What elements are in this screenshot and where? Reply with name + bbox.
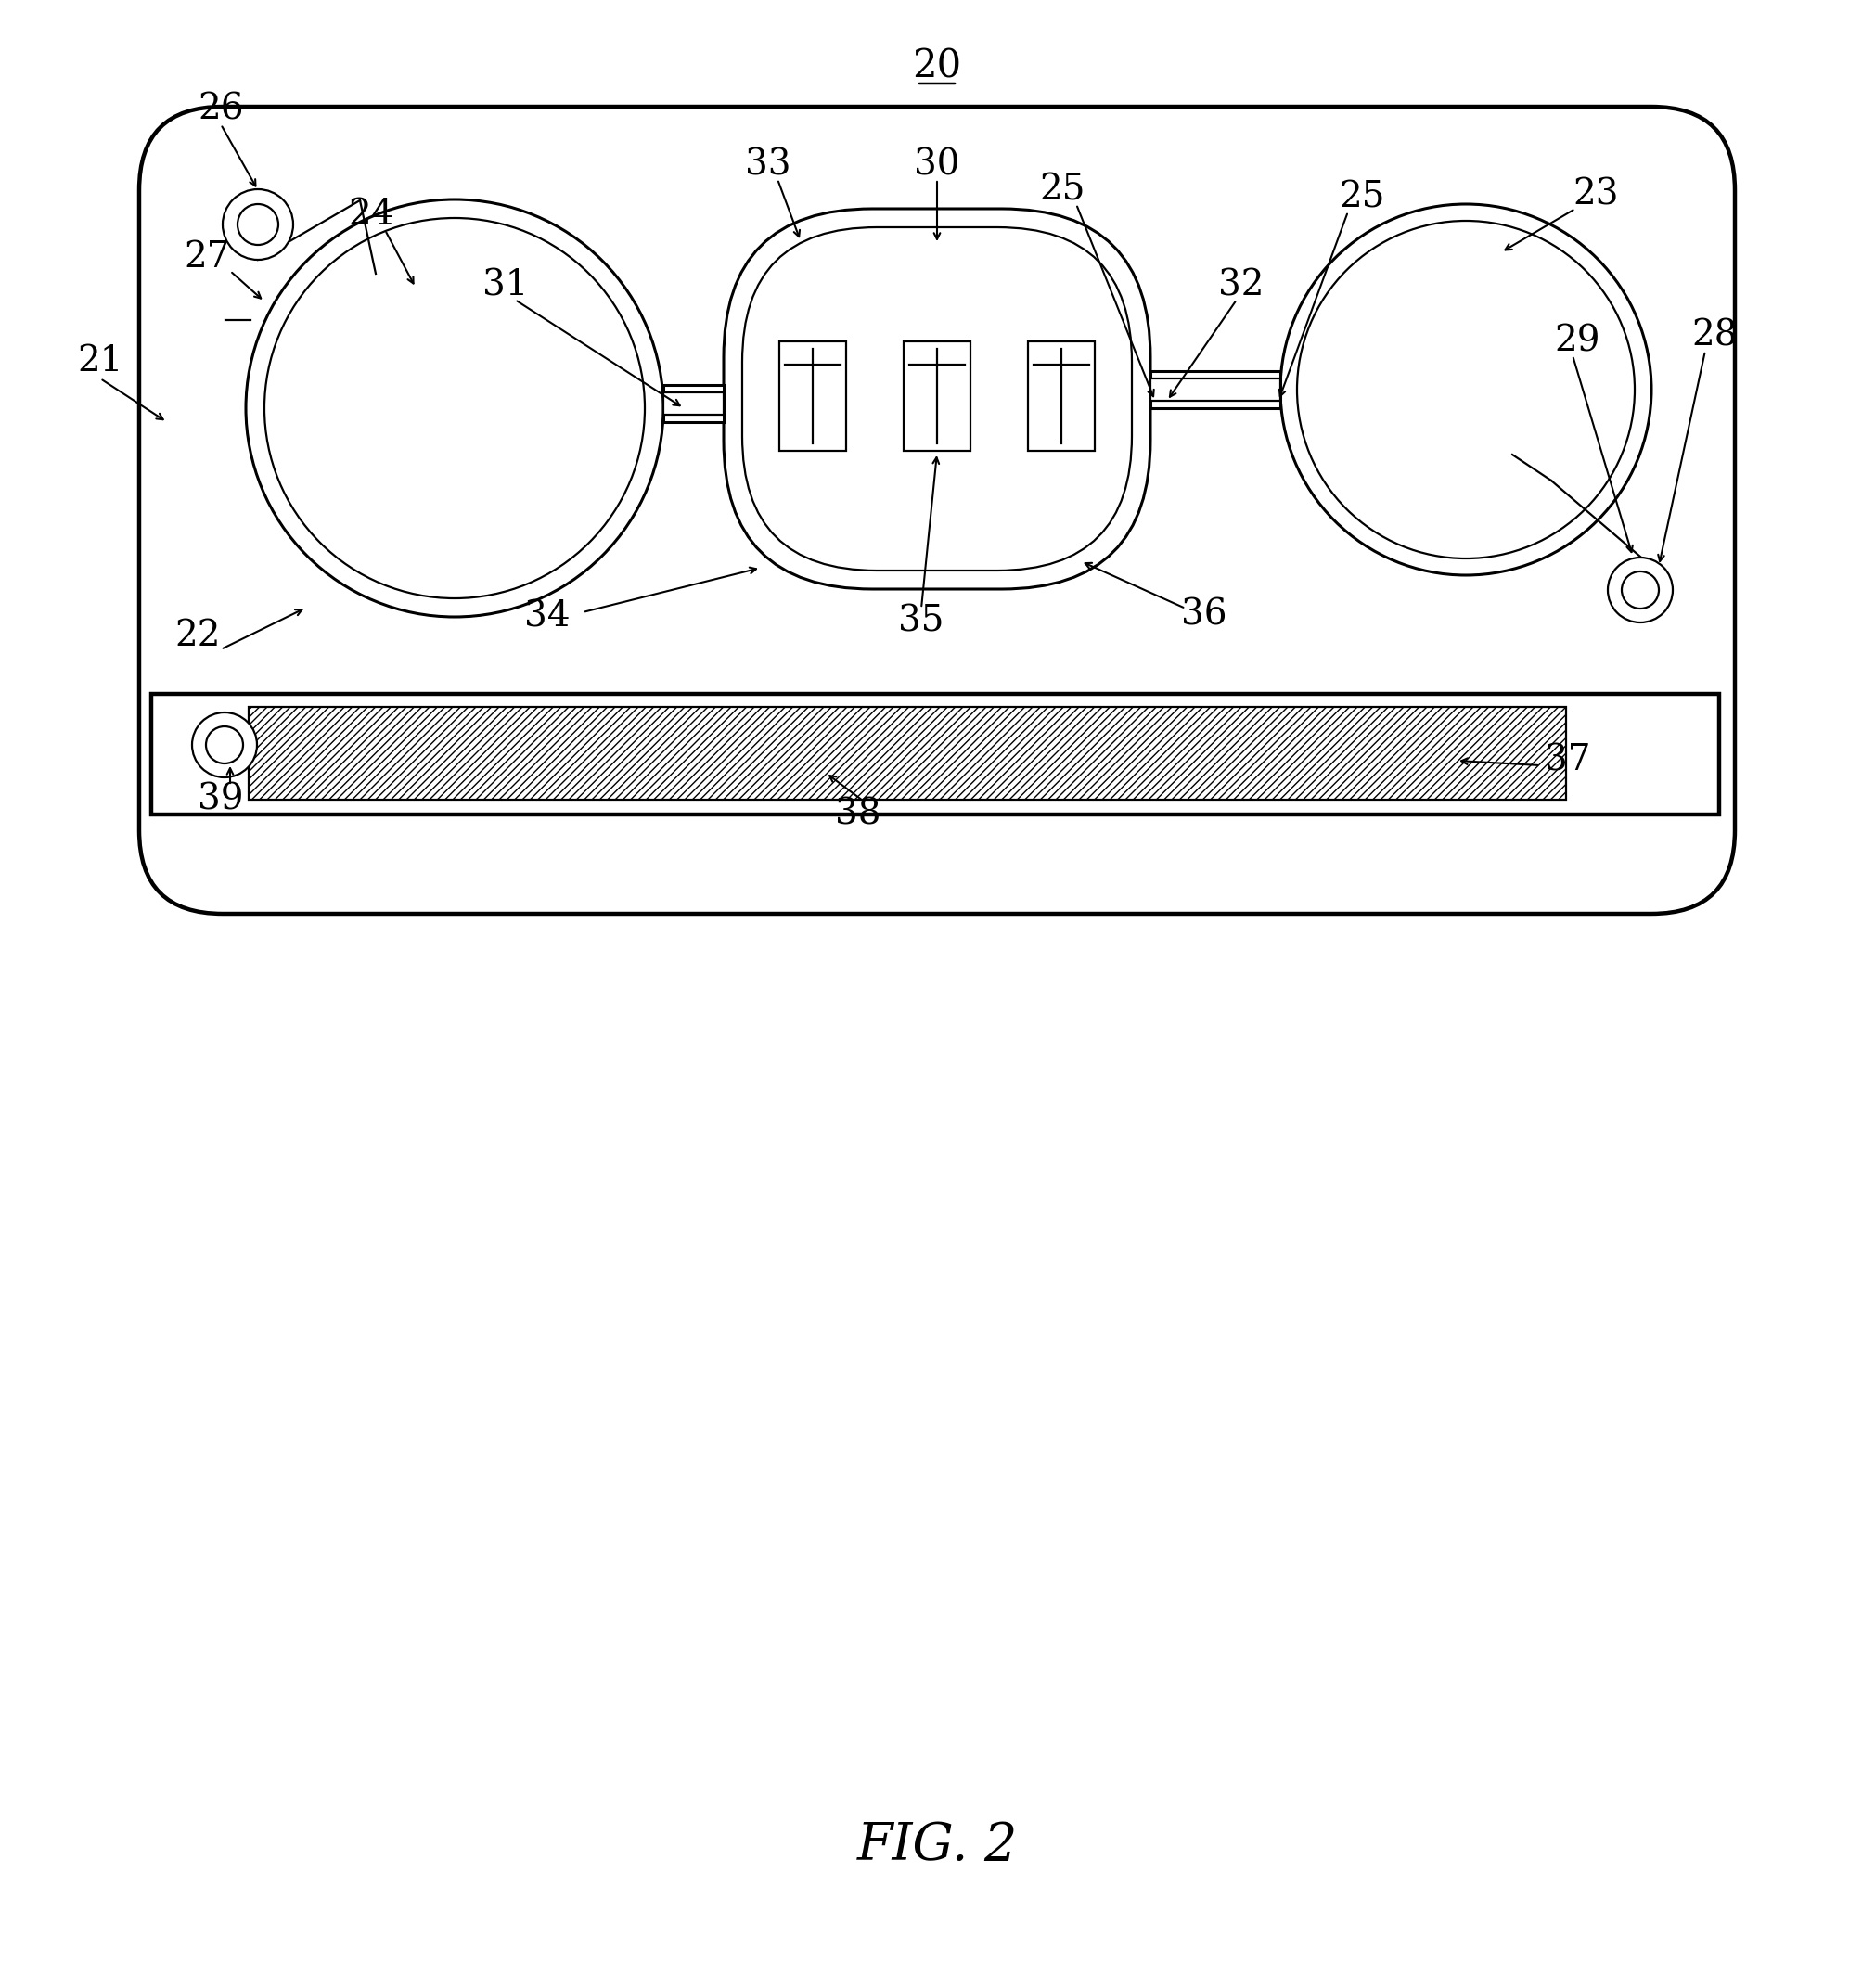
Text: 38: 38 [834,797,881,831]
Circle shape [264,219,645,598]
Text: 20: 20 [913,48,962,85]
Text: 27: 27 [184,241,231,274]
FancyBboxPatch shape [724,209,1151,588]
Bar [664,392,724,415]
Text: 35: 35 [898,604,945,638]
Text: 34: 34 [525,600,570,634]
Text: 36: 36 [1181,598,1228,632]
Text: 31: 31 [482,268,529,302]
Circle shape [1622,571,1659,608]
Bar [152,694,1719,815]
Bar [904,342,971,451]
Circle shape [206,726,244,763]
Circle shape [246,199,664,616]
Circle shape [1607,557,1673,622]
Text: 37: 37 [1545,744,1590,777]
Circle shape [223,189,292,260]
Bar [249,708,1566,799]
Text: FIG. 2: FIG. 2 [857,1821,1018,1871]
Text: 23: 23 [1573,177,1618,213]
Text: 29: 29 [1554,324,1599,358]
Text: 33: 33 [744,147,791,183]
Text: 32: 32 [1219,268,1264,302]
Text: 39: 39 [199,783,244,817]
Text: 24: 24 [349,199,394,233]
Circle shape [238,205,278,245]
Circle shape [1281,205,1652,575]
Bar [664,386,724,421]
Text: 26: 26 [199,91,244,127]
Bar [1151,378,1281,402]
Circle shape [1298,221,1635,559]
Text: 25: 25 [1039,173,1086,207]
Text: 25: 25 [1339,181,1386,215]
Text: 21: 21 [77,344,124,380]
Text: 22: 22 [174,618,221,652]
FancyBboxPatch shape [742,227,1132,571]
Bar [780,342,846,451]
Bar [1028,342,1095,451]
Text: 28: 28 [1691,318,1738,354]
FancyBboxPatch shape [139,107,1734,914]
Text: 30: 30 [915,147,960,183]
Circle shape [191,712,257,777]
Bar [1151,372,1281,408]
